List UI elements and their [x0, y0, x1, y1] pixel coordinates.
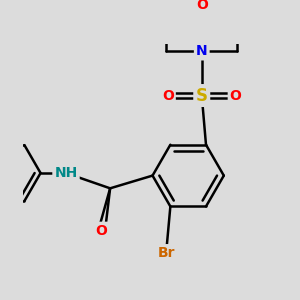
- Text: O: O: [162, 88, 174, 103]
- Text: O: O: [230, 88, 242, 103]
- Text: N: N: [196, 44, 208, 58]
- Text: S: S: [196, 86, 208, 104]
- Text: O: O: [196, 0, 208, 12]
- Text: NH: NH: [54, 166, 78, 180]
- Text: O: O: [96, 224, 108, 238]
- Text: Br: Br: [158, 246, 175, 260]
